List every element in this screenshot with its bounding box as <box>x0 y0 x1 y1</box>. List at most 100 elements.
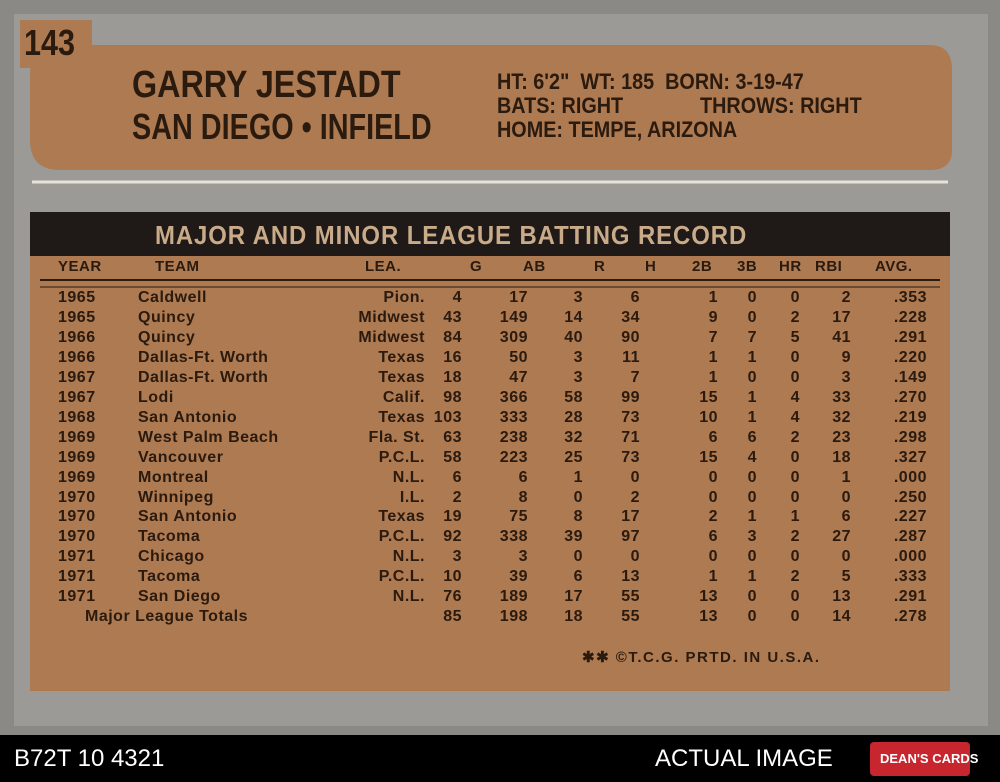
cell: 0 <box>708 548 718 566</box>
cell: 1969 <box>58 428 96 446</box>
cell: 13 <box>832 588 851 606</box>
cell: 1970 <box>58 528 96 546</box>
cell: 4 <box>790 408 800 426</box>
cell: 0 <box>747 468 757 486</box>
column-header: RBI <box>815 258 843 275</box>
cell: 0 <box>573 488 583 506</box>
cell: 1970 <box>58 488 96 506</box>
totals-cell: 55 <box>621 608 640 626</box>
cell: 73 <box>621 408 640 426</box>
cell: 13 <box>699 588 718 606</box>
totals-cell: Major League Totals <box>85 608 249 626</box>
cell: 0 <box>747 488 757 506</box>
cell: 0 <box>630 468 640 486</box>
cell: 0 <box>841 548 851 566</box>
cell: 17 <box>832 308 851 326</box>
column-header: TEAM <box>155 258 200 275</box>
cell: Dallas-Ft. Worth <box>138 368 269 386</box>
totals-cell: 13 <box>699 608 718 626</box>
cell: 1969 <box>58 468 96 486</box>
cell: 16 <box>443 348 462 366</box>
cell: P.C.L. <box>378 448 425 466</box>
cell: 50 <box>509 348 528 366</box>
cell: 2 <box>841 289 851 306</box>
cell: 0 <box>790 448 800 466</box>
bio: BATS: RIGHT <box>497 93 624 118</box>
column-header: H <box>645 258 657 275</box>
column-header: LEA. <box>365 258 402 275</box>
cell: 333 <box>499 408 528 426</box>
cell: 55 <box>621 588 640 606</box>
cell: 0 <box>747 308 757 326</box>
cell: 1 <box>708 289 718 306</box>
cell: 1 <box>841 468 851 486</box>
cell: 73 <box>621 448 640 466</box>
cell: 4 <box>790 388 800 406</box>
cell: 71 <box>621 428 640 446</box>
banner-bg <box>30 212 950 256</box>
cell: N.L. <box>392 548 425 566</box>
totals-cell: .278 <box>893 608 927 626</box>
cell: 238 <box>499 428 528 446</box>
cell: .219 <box>893 408 927 426</box>
banner: MAJOR AND MINOR LEAGUE BATTING RECORD <box>155 220 748 250</box>
cell: Lodi <box>138 388 174 406</box>
cell: 33 <box>832 388 851 406</box>
cell: 9 <box>708 308 718 326</box>
cell: 1 <box>747 568 757 586</box>
cell: 2 <box>790 308 800 326</box>
cell: 6 <box>708 428 718 446</box>
cell: .227 <box>893 508 927 526</box>
cell: 8 <box>518 488 528 506</box>
cell: .220 <box>893 348 927 366</box>
cell: 6 <box>518 468 528 486</box>
cell: 39 <box>564 528 583 546</box>
cell: Pion. <box>383 289 425 306</box>
cell: 39 <box>509 568 528 586</box>
cell: Caldwell <box>138 289 207 306</box>
totals-cell: 18 <box>564 608 583 626</box>
cell: 15 <box>699 388 718 406</box>
cell: 76 <box>443 588 462 606</box>
cell: 9 <box>841 348 851 366</box>
cell: 58 <box>443 448 462 466</box>
cell: Calif. <box>382 388 425 406</box>
cell: 84 <box>443 328 462 346</box>
column-header: YEAR <box>58 258 102 275</box>
totals-cell: 14 <box>832 608 851 626</box>
cell: Quincy <box>138 308 196 326</box>
cell: Texas <box>378 508 425 526</box>
cell: .000 <box>893 548 927 566</box>
cell: 0 <box>747 368 757 386</box>
cell: 1 <box>708 348 718 366</box>
cell: Fla. St. <box>368 428 425 446</box>
cell: 1 <box>708 368 718 386</box>
cell: 92 <box>443 528 462 546</box>
bio: HOME: TEMPE, ARIZONA <box>497 117 738 142</box>
cell: 366 <box>499 388 528 406</box>
cell: 6 <box>708 528 718 546</box>
cell: 4 <box>452 289 462 306</box>
card-number: 143 <box>24 22 76 63</box>
cell: 1971 <box>58 588 96 606</box>
cell: 28 <box>564 408 583 426</box>
cell: 6 <box>841 508 851 526</box>
cell: 0 <box>790 548 800 566</box>
cell: N.L. <box>392 468 425 486</box>
cell: P.C.L. <box>378 568 425 586</box>
bio: THROWS: RIGHT <box>700 93 862 118</box>
cell: 149 <box>499 308 528 326</box>
bio: HT: 6'2" WT: 185 BORN: 3-19-47 <box>497 69 804 94</box>
cell: 43 <box>443 308 462 326</box>
caption-note: ACTUAL IMAGE <box>655 745 833 772</box>
cell: 1 <box>747 348 757 366</box>
cell: 13 <box>621 568 640 586</box>
logo-bg <box>870 742 970 776</box>
cell: 0 <box>790 588 800 606</box>
cell: 0 <box>790 368 800 386</box>
cell: 3 <box>518 548 528 566</box>
cell: 1 <box>747 388 757 406</box>
cell: Quincy <box>138 328 196 346</box>
column-header: R <box>594 258 606 275</box>
cell: Midwest <box>358 308 425 326</box>
